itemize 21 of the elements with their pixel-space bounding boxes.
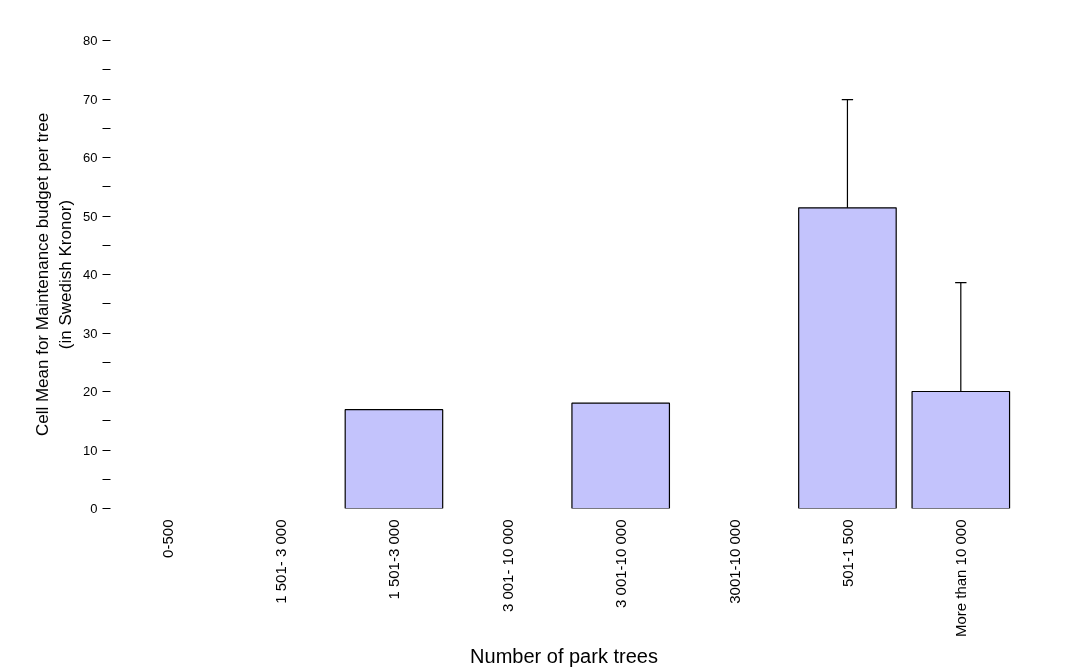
x-tick-label: 3 001- 10 000 [498,519,516,613]
bar [344,409,444,509]
x-tick-label: 501-1 500 [838,519,856,588]
y-tick-label: 70 [83,91,98,107]
x-tick-label: 3 001-10 000 [612,519,630,608]
x-tick-label: 3001-10 000 [725,519,743,604]
y-tick-label: 50 [83,208,98,224]
y-tick-label: 30 [83,325,98,341]
x-tick-label: 1 501-3 000 [385,519,403,600]
y-tick-label: 80 [83,33,98,48]
y-tick-label: 0 [90,501,98,516]
bar [571,402,671,509]
x-axis-title: Number of park trees [470,645,658,668]
y-tick-label: 20 [83,384,98,399]
y-tick-label: 10 [83,442,98,458]
y-tick-label: 40 [83,267,98,282]
x-tick-label: 0-500 [158,519,176,558]
x-tick-label: More than 10 000 [952,519,970,638]
y-axis-title: Cell Mean for Maintenance budget per tree (in Swedish Kronor) [33,112,76,437]
y-tick-label: 60 [83,150,98,165]
x-tick-label: 1 501- 3 000 [272,519,290,604]
